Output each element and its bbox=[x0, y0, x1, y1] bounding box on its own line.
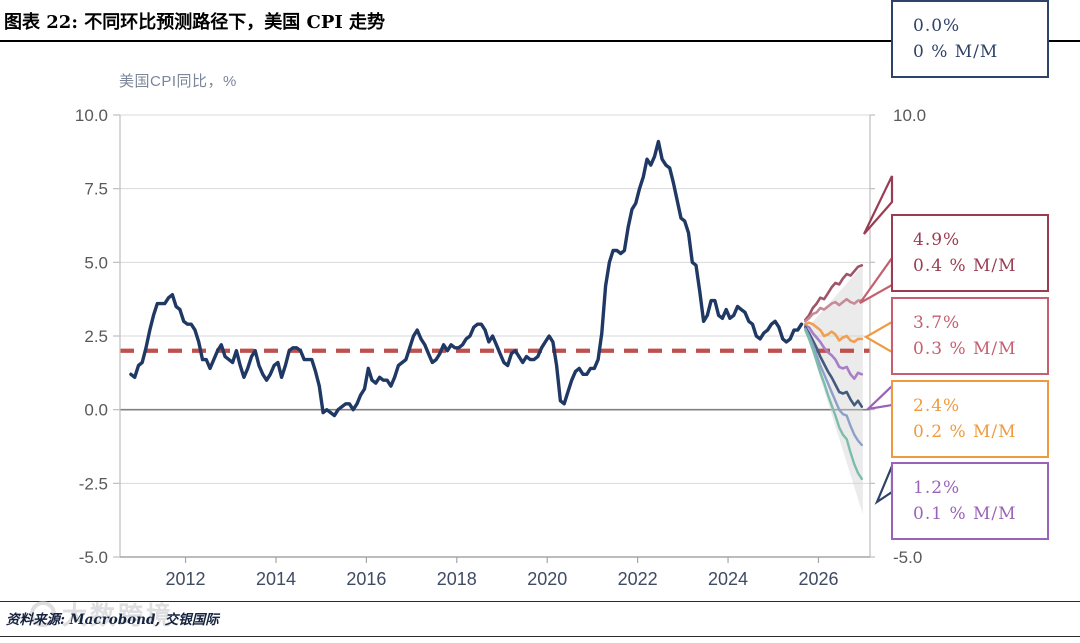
legend-callout-tail bbox=[864, 383, 894, 411]
forecast-line-scenario-0.1pct-mm bbox=[803, 324, 864, 381]
ytick-label: 5.0 bbox=[84, 253, 108, 272]
ytick-label: 2.5 bbox=[84, 327, 108, 346]
legend-box-0-3mm: 3.7% 0.3 % M/M bbox=[891, 297, 1049, 375]
legend-end-value: 0.0% bbox=[913, 16, 961, 36]
legend-box-0-1mm: 1.2% 0.1 % M/M bbox=[891, 462, 1049, 540]
ytick-label: 0.0 bbox=[84, 401, 108, 420]
watermark: 大数跨境 bbox=[30, 596, 174, 632]
right-ytick-label: -5.0 bbox=[893, 548, 922, 567]
legend-end-value: 4.9% bbox=[913, 230, 961, 250]
xtick-label: 2026 bbox=[798, 569, 838, 589]
legend-mm-rate: 0.1 % M/M bbox=[913, 504, 1017, 524]
forecast-line-scenario-low-2 bbox=[804, 328, 863, 481]
legend-callout-tail bbox=[863, 175, 894, 235]
ytick-label: -5.0 bbox=[79, 548, 108, 567]
xtick-label: 2018 bbox=[437, 569, 477, 589]
footer-divider-top bbox=[0, 601, 1080, 602]
forecast-line-scenario-0.3pct-mm bbox=[803, 297, 864, 323]
legend-callout-tail bbox=[874, 465, 894, 505]
watermark-text: 大数跨境 bbox=[62, 602, 175, 630]
xtick-label: 2012 bbox=[166, 569, 206, 589]
forecast-line-scenario-0.4pct-mm bbox=[803, 263, 864, 322]
xtick-label: 2014 bbox=[256, 569, 296, 589]
legend-callout-tail bbox=[859, 254, 894, 304]
ytick-label: 7.5 bbox=[84, 180, 108, 199]
actual-cpi-line bbox=[129, 139, 804, 418]
ytick-label: -2.5 bbox=[79, 474, 108, 493]
legend-mm-rate: 0 % M/M bbox=[913, 42, 999, 62]
legend-end-value: 3.7% bbox=[913, 313, 961, 333]
footer-divider-bottom bbox=[0, 636, 1080, 637]
legend-mm-rate: 0.3 % M/M bbox=[913, 339, 1017, 359]
watermark-logo-icon bbox=[30, 601, 56, 627]
legend-box-0-4mm: 4.9% 0.4 % M/M bbox=[891, 214, 1049, 292]
xtick-label: 2022 bbox=[618, 569, 658, 589]
forecast-cone bbox=[805, 265, 863, 515]
legend-box-0mm: 0.0% 0 % M/M bbox=[891, 0, 1049, 78]
figure-title: 图表 22: 不同环比预测路径下，美国 CPI 走势 bbox=[4, 12, 386, 33]
xtick-label: 2020 bbox=[527, 569, 567, 589]
forecast-line-scenario-0.2pct-mm bbox=[803, 321, 864, 344]
legend-end-value: 1.2% bbox=[913, 478, 961, 498]
forecast-line-scenario-low-1 bbox=[804, 327, 863, 447]
xtick-label: 2024 bbox=[708, 569, 748, 589]
right-ytick-label: 10.0 bbox=[893, 106, 926, 125]
legend-end-value: 2.4% bbox=[913, 396, 961, 416]
legend-mm-rate: 0.4 % M/M bbox=[913, 256, 1017, 276]
y-axis-title: 美国CPI同比，% bbox=[119, 73, 237, 90]
title-divider bbox=[0, 40, 1080, 42]
legend-box-0-2mm: 2.4% 0.2 % M/M bbox=[891, 380, 1049, 458]
source-note: 资料来源: Macrobond, 交银国际 bbox=[6, 612, 219, 628]
legend-mm-rate: 0.2 % M/M bbox=[913, 422, 1017, 442]
xtick-label: 2016 bbox=[346, 569, 386, 589]
ytick-label: 10.0 bbox=[75, 106, 108, 125]
forecast-line-scenario-0pct-mm bbox=[803, 325, 864, 409]
